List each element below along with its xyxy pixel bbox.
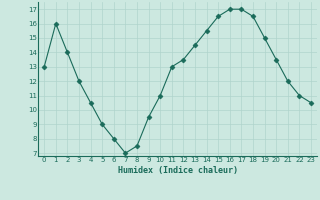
- X-axis label: Humidex (Indice chaleur): Humidex (Indice chaleur): [118, 166, 238, 175]
